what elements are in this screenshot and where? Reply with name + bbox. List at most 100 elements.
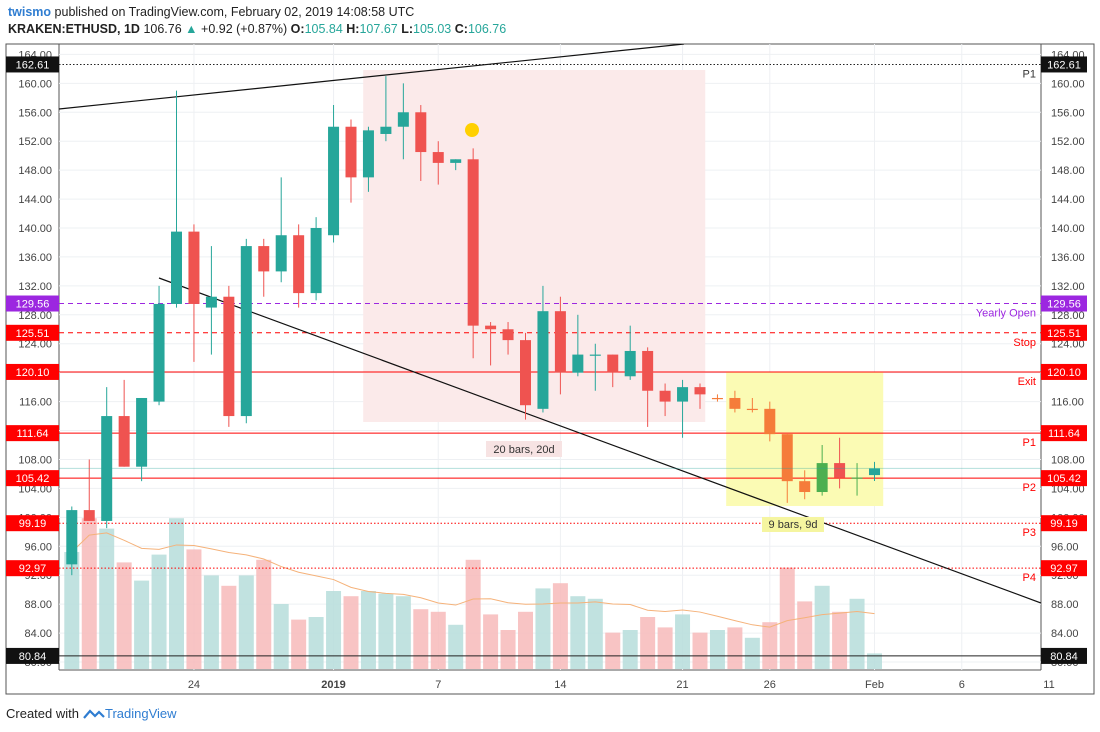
candle[interactable] [485, 322, 497, 366]
volume-bar [657, 627, 673, 669]
marker-dot[interactable] [465, 123, 479, 137]
volume-bar [692, 632, 708, 669]
candle-body [502, 329, 514, 341]
candle[interactable] [432, 141, 444, 185]
candle[interactable] [781, 434, 793, 503]
volume-bar [709, 630, 725, 669]
candle[interactable] [467, 148, 479, 359]
candle[interactable] [537, 285, 549, 413]
candle[interactable] [258, 238, 270, 297]
candle[interactable] [205, 246, 217, 355]
tradingview-brand[interactable]: TradingView [83, 706, 177, 721]
candle[interactable] [275, 177, 287, 283]
candle[interactable] [310, 217, 322, 301]
volume-bar [779, 567, 795, 669]
y-tick-label-right: 156.00 [1051, 107, 1085, 119]
y-tick-label-right: 96.00 [1051, 541, 1079, 553]
candle[interactable] [345, 119, 357, 203]
candle[interactable] [83, 459, 95, 521]
y-tick-label-right: 132.00 [1051, 281, 1085, 293]
candle-body [816, 463, 828, 493]
pink-range-label: 20 bars, 20d [493, 444, 554, 456]
volume-bar [605, 632, 621, 669]
candle-body [659, 390, 671, 402]
volume-bar [81, 518, 97, 669]
candle[interactable] [816, 445, 828, 496]
candle-body [781, 434, 793, 482]
volume-bar [308, 617, 324, 669]
candle-body [258, 246, 270, 272]
candle[interactable] [240, 238, 252, 424]
candle[interactable] [624, 325, 636, 380]
price-tag-left [6, 515, 59, 532]
candle[interactable] [851, 463, 863, 496]
y-tick-label-left: 152.00 [18, 136, 52, 148]
candle[interactable] [223, 285, 235, 427]
yellow-range-label-bg [762, 517, 824, 532]
y-tick-label-left: 116.00 [19, 397, 52, 409]
low-label: L: [401, 22, 414, 36]
price-tag-left [6, 560, 59, 577]
candle[interactable] [118, 379, 130, 467]
level-tag: Stop [1013, 337, 1036, 349]
volume-bar [465, 559, 481, 669]
candle-body [746, 408, 758, 411]
candle-body [589, 354, 601, 356]
upper-trend-line[interactable] [59, 44, 685, 110]
price-tag-label-right: 111.64 [1048, 428, 1080, 440]
candle[interactable] [869, 461, 880, 481]
candle[interactable] [415, 105, 427, 181]
candle[interactable] [799, 470, 811, 500]
lower-trend-line[interactable] [158, 277, 1041, 604]
candle-body [171, 231, 182, 304]
candle[interactable] [711, 394, 723, 402]
candle[interactable] [520, 332, 531, 420]
price-tag-label-left: 162.61 [16, 59, 50, 71]
candle[interactable] [153, 285, 165, 406]
candle[interactable] [746, 397, 758, 413]
price-tag-label-left: 80.84 [19, 651, 47, 663]
candle[interactable] [659, 383, 671, 417]
candle[interactable] [450, 159, 462, 171]
candle[interactable] [502, 322, 514, 355]
candle[interactable] [554, 296, 566, 395]
candle[interactable] [834, 437, 846, 489]
price-tag-label-right: 80.84 [1050, 651, 1078, 663]
candle[interactable] [572, 314, 584, 377]
candle[interactable] [694, 383, 706, 409]
candle[interactable] [101, 387, 113, 529]
candle-body [118, 416, 130, 467]
candle[interactable] [362, 126, 374, 192]
candle[interactable] [642, 347, 654, 427]
candle[interactable] [589, 343, 601, 391]
author-name[interactable]: twismo [8, 5, 52, 19]
candle[interactable] [328, 105, 340, 243]
price-tag-right [1041, 425, 1087, 442]
candle[interactable] [397, 83, 409, 160]
price-tag-label-left: 129.56 [16, 299, 50, 311]
level-tag: P4 [1023, 572, 1036, 584]
volume-bar [395, 596, 411, 669]
candle[interactable] [380, 76, 392, 142]
candle[interactable] [764, 401, 776, 442]
candle[interactable] [188, 224, 200, 362]
candle[interactable] [677, 379, 689, 438]
volume-bar [483, 614, 499, 669]
volume-bar [570, 596, 586, 669]
candle[interactable] [171, 90, 182, 308]
candle-body [101, 416, 113, 521]
volume-bar [169, 518, 184, 669]
candle-body [345, 126, 357, 178]
candle[interactable] [729, 390, 741, 413]
price-tag-label-left: 120.10 [16, 367, 50, 379]
candle[interactable] [293, 224, 305, 308]
candle[interactable] [607, 354, 619, 388]
last-price: 106.76 [143, 22, 182, 36]
candle-body [520, 340, 531, 406]
volume-bar [762, 622, 778, 669]
candle[interactable] [66, 506, 78, 576]
price-tag-label-left: 105.42 [16, 473, 50, 485]
candle[interactable] [136, 397, 148, 482]
y-tick-label-left: 148.00 [18, 165, 52, 177]
